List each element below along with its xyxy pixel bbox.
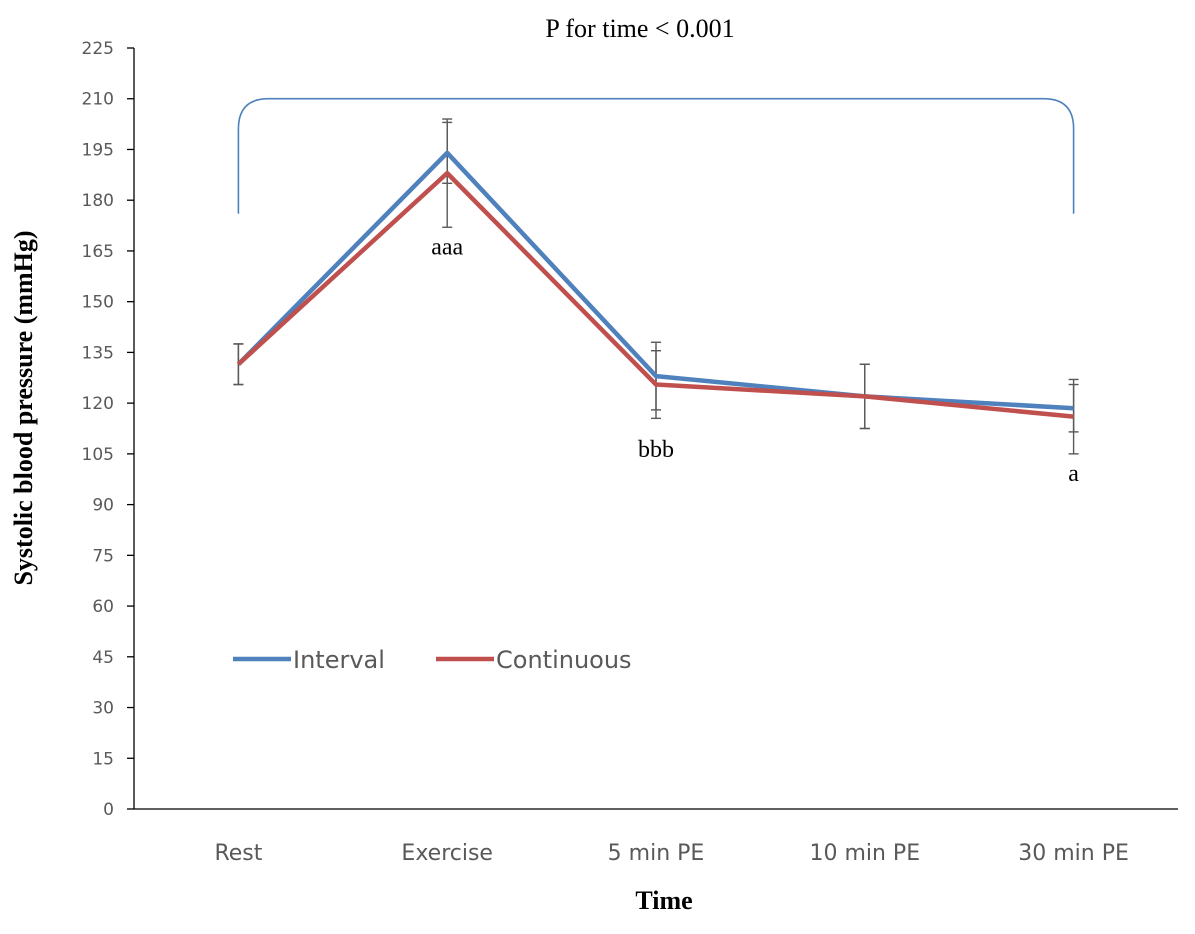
y-tick-label: 90 <box>92 496 114 516</box>
y-tick-label: 150 <box>82 293 114 313</box>
significance-annotation: aaa <box>431 234 463 260</box>
y-tick-label: 165 <box>82 242 114 262</box>
y-tick-label: 225 <box>82 39 114 59</box>
legend-label-interval: Interval <box>293 646 385 674</box>
significance-annotation: a <box>1068 461 1079 487</box>
y-tick-label: 60 <box>92 597 114 617</box>
series-line-continuous <box>236 170 1074 419</box>
chart-title: P for time < 0.001 <box>545 14 734 43</box>
y-tick-label: 180 <box>82 191 114 211</box>
y-tick-label: 75 <box>92 546 114 566</box>
y-tick-label: 210 <box>82 90 114 110</box>
y-tick-label: 15 <box>92 749 114 769</box>
y-tick-label: 120 <box>82 394 114 414</box>
x-axis-title: Time <box>635 886 692 915</box>
x-tick-label: 5 min PE <box>608 841 705 866</box>
y-tick-label: 195 <box>82 140 114 160</box>
x-tick-label: Rest <box>214 841 262 866</box>
y-tick-label: 135 <box>82 343 114 363</box>
y-axis-title: Systolic blood pressure (mmHg) <box>9 230 38 585</box>
y-tick-label: 105 <box>82 445 114 465</box>
significance-bracket <box>237 97 1075 214</box>
y-tick-label: 30 <box>92 699 114 719</box>
y-tick-label: 0 <box>103 800 114 820</box>
x-tick-label: 30 min PE <box>1018 841 1129 866</box>
y-tick-label: 45 <box>92 648 114 668</box>
plot-area: 0 15 30 45 60 75 90 105 120 135 150 165 180 195 210 225… <box>82 39 1178 866</box>
significance-annotation: bbb <box>638 437 674 463</box>
x-tick-label: 10 min PE <box>809 841 920 866</box>
x-tick-label: Exercise <box>401 841 493 866</box>
series-line-interval <box>236 150 1074 411</box>
legend-label-continuous: Continuous <box>496 646 632 674</box>
